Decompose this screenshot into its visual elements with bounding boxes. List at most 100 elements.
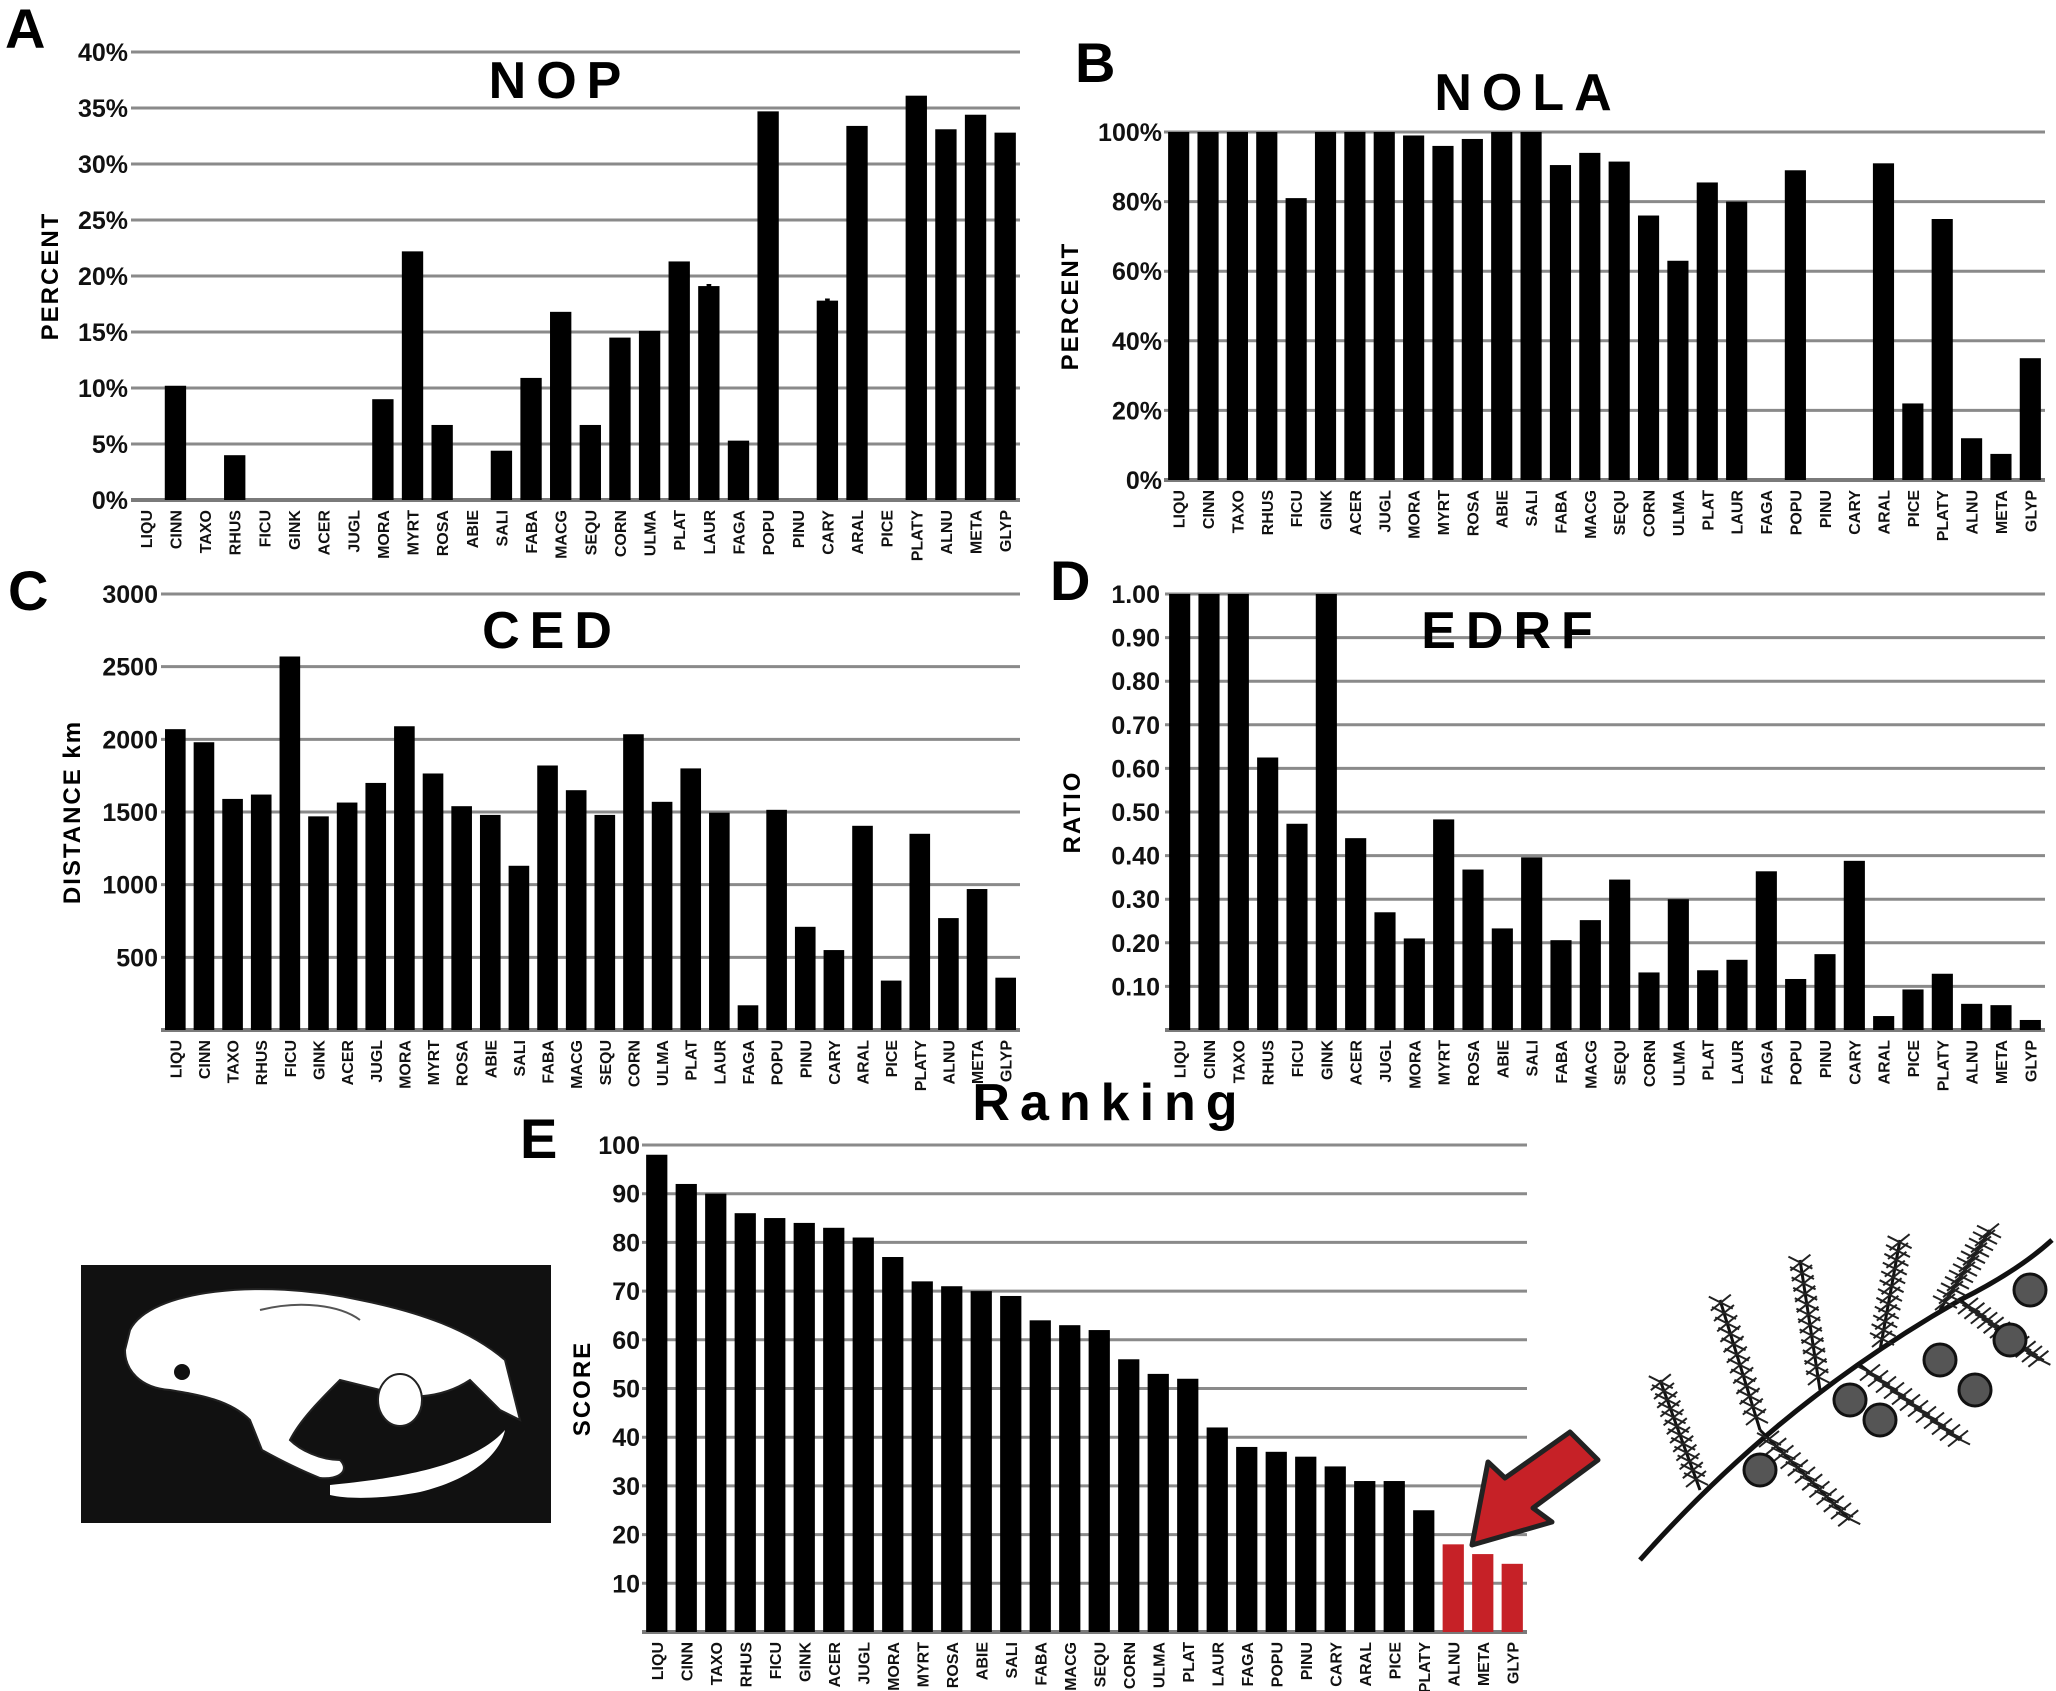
chart-title: NOLA (1434, 64, 1621, 122)
y-tick-label: 0.20 (1111, 930, 1160, 958)
x-tick-label: GLYP (999, 1040, 1016, 1082)
bar-ulma (1147, 1373, 1169, 1632)
x-tick-label: CORN (1642, 1040, 1659, 1087)
y-tick-label: 80 (612, 1229, 640, 1257)
x-tick-label: LIQU (650, 1642, 667, 1680)
bar-sali (1520, 132, 1542, 480)
bar-macg (1579, 920, 1601, 1030)
y-tick-label: 90 (612, 1181, 640, 1209)
y-tick-label: 0.70 (1111, 712, 1160, 740)
x-tick-label: PLAT (684, 1040, 701, 1081)
y-axis-label: RATIO (1059, 771, 1086, 854)
x-tick-label: ULMA (1671, 1040, 1688, 1087)
x-tick-label: ROSA (945, 1642, 962, 1689)
x-tick-label: FABA (1553, 490, 1570, 534)
bar-sali (508, 865, 530, 1030)
y-tick-label: 10 (612, 1570, 640, 1598)
y-tick-label: 2000 (102, 726, 158, 754)
bar-platy (1413, 1510, 1435, 1632)
bar-platy (1931, 973, 1953, 1030)
bar-laur (698, 286, 720, 500)
x-tick-label: ABIE (974, 1642, 991, 1681)
x-tick-label: TAXO (198, 510, 215, 553)
bar-macg (565, 790, 587, 1030)
x-tick-label: GLYP (1505, 1642, 1522, 1684)
x-tick-label: MACG (554, 510, 571, 559)
bar-sequ (1609, 879, 1631, 1030)
bar-aral (846, 125, 868, 501)
bar-mora (882, 1257, 904, 1632)
x-tick-label: LAUR (1730, 490, 1747, 535)
x-tick-label: MORA (1407, 1040, 1424, 1089)
x-tick-label: MORA (1407, 490, 1424, 539)
bar-taxo (705, 1193, 727, 1632)
x-tick-label: SEQU (1092, 1642, 1109, 1687)
bar-faba (1549, 165, 1572, 480)
y-tick-label: 40% (1112, 328, 1162, 356)
bar-mora (1403, 135, 1425, 481)
x-tick-label: CINN (1201, 490, 1218, 529)
x-tick-label: ARAL (1358, 1642, 1375, 1687)
bar-cary (823, 950, 845, 1030)
bar-laur (1726, 201, 1748, 480)
bar-glyp (2019, 358, 2041, 480)
bar-meta (1990, 1005, 2012, 1030)
y-tick-label: 0.10 (1111, 973, 1160, 1001)
y-tick-label: 80% (1112, 189, 1162, 217)
x-tick-label: ALNU (1446, 1642, 1463, 1686)
bar-rhus (1256, 132, 1278, 480)
bar-sali (1521, 857, 1543, 1030)
x-tick-label: LAUR (702, 510, 719, 555)
x-tick-label: META (970, 1040, 987, 1085)
x-tick-label: ABIE (1495, 490, 1512, 529)
bar-laur (709, 812, 730, 1030)
bar-liqu (646, 1154, 668, 1632)
x-tick-label: ROSA (455, 1040, 472, 1087)
bar-gink (308, 816, 329, 1030)
bar-corn (1637, 215, 1660, 480)
bar-meta (964, 114, 987, 500)
x-tick-label: MYRT (1437, 1040, 1454, 1086)
x-tick-label: CORN (1122, 1642, 1139, 1689)
x-tick-label: LIQU (168, 1040, 185, 1078)
chart-title: Ranking (972, 1074, 1247, 1132)
x-tick-label: SEQU (583, 510, 600, 555)
chart-a: A 0% 5% 10% 15% 20% 25% 30% 35% 40% NOP PERCENT LIQU… (5, 0, 1020, 561)
x-tick-label: ACER (317, 510, 334, 556)
bar-myrt (1433, 819, 1455, 1030)
bar-ficu (764, 1218, 786, 1632)
x-tick-label: SEQU (598, 1040, 615, 1085)
x-tick-label: MACG (1583, 1040, 1600, 1089)
bar-pinu (1814, 954, 1836, 1030)
chart-d: D 0.10 0.20 0.30 0.40 0.50 0.60 0.70 0.80 0.90 1.0… (1050, 549, 2045, 1091)
bar-taxo (222, 798, 243, 1030)
x-tick-label: RHUS (228, 510, 245, 556)
bar-plat (1177, 1378, 1199, 1632)
bar-gink (793, 1222, 815, 1632)
panel-letter: C (8, 559, 48, 622)
bar-corn (623, 734, 644, 1030)
x-tick-label: JUGL (856, 1642, 873, 1685)
y-tick-label: 35% (78, 95, 128, 123)
bar-faga (1236, 1446, 1258, 1632)
bar-liqu (1169, 594, 1191, 1030)
bar-ulma (1667, 260, 1689, 480)
panel-letter: B (1075, 31, 1115, 94)
x-tick-label: ULMA (1671, 490, 1688, 537)
x-tick-label: ALNU (941, 1040, 958, 1084)
bar-pice (1383, 1481, 1405, 1632)
x-tick-label: GINK (1319, 490, 1336, 530)
significance-asterisk: * (818, 289, 836, 341)
bar-corn (1638, 972, 1660, 1030)
y-tick-label: 0.40 (1111, 843, 1160, 871)
bar-rosa (431, 424, 453, 500)
x-tick-label: ACER (1348, 490, 1365, 536)
x-tick-label: PINU (798, 1040, 815, 1078)
x-tick-label: FICU (257, 510, 274, 547)
x-tick-label: RHUS (1260, 490, 1277, 536)
x-tick-label: POPU (1789, 1040, 1806, 1085)
x-tick-label: JUGL (1378, 1040, 1395, 1083)
x-tick-label: FICU (1289, 490, 1306, 527)
x-tick-label: GINK (797, 1642, 814, 1682)
bar-alnu (938, 918, 959, 1030)
